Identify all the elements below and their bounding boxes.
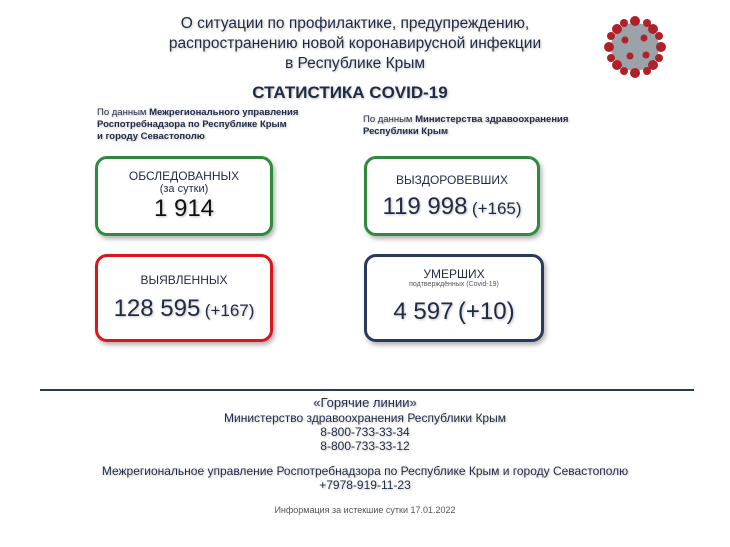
card-label: ВЫЯВЛЕННЫХ bbox=[140, 273, 228, 287]
source-right: По данным Министерства здравоохранения Р… bbox=[363, 114, 583, 138]
source-org: Министерства здравоохранения bbox=[415, 114, 569, 125]
card-value: 128 595 bbox=[113, 295, 201, 322]
ministry-name: Министерство здравоохранения Республики … bbox=[224, 411, 506, 425]
card-label: ВЫЗДОРОВЕВШИХ bbox=[395, 173, 509, 187]
source-left: По данным Межрегионального управления Ро… bbox=[97, 107, 317, 143]
card-deaths: УМЕРШИХ подтверждённых (Covid-19) 4 597 … bbox=[364, 254, 544, 342]
card-tested: ОБСЛЕДОВАННЫХ (за сутки) 1 914 bbox=[95, 156, 273, 236]
divider bbox=[40, 389, 694, 391]
card-label: УМЕРШИХ bbox=[423, 267, 485, 281]
hotlines-title: «Горячие линии» bbox=[313, 395, 417, 410]
info-date: Информация за истекшие сутки 17.01.2022 bbox=[274, 505, 456, 515]
title-line: распространению новой коронавирусной инф… bbox=[168, 35, 542, 52]
phone-rospotreb: +7978-919-11-23 bbox=[319, 478, 411, 492]
card-detected: ВЫЯВЛЕННЫХ 128 595 (+167) bbox=[95, 254, 273, 342]
source-org: Межрегионального управления bbox=[149, 107, 299, 118]
card-value: 1 914 bbox=[153, 195, 215, 222]
phone-ministry-2: 8-800-733-33-12 bbox=[320, 439, 410, 453]
source-org: и городу Севастополю bbox=[97, 131, 205, 142]
source-prefix: По данным bbox=[97, 107, 150, 118]
source-prefix: По данным bbox=[363, 114, 416, 125]
card-value: 119 998 bbox=[382, 193, 468, 220]
title-line: О ситуации по профилактике, предупрежден… bbox=[180, 15, 530, 32]
card-delta: (+167) bbox=[204, 301, 255, 320]
card-value: 4 597 bbox=[393, 298, 454, 325]
title-line: в Республике Крым bbox=[284, 55, 426, 72]
card-sublabel: (за сутки) bbox=[159, 183, 209, 195]
phone-ministry-1: 8-800-733-33-34 bbox=[320, 425, 410, 439]
rospotreb-name: Межрегиональное управление Роспотребнадз… bbox=[101, 464, 629, 478]
card-label: ОБСЛЕДОВАННЫХ bbox=[128, 169, 240, 183]
coronavirus-icon bbox=[604, 16, 666, 78]
page-title: О ситуации по профилактике, предупрежден… bbox=[120, 14, 590, 74]
card-sublabel: подтверждённых (Covid-19) bbox=[409, 281, 499, 288]
card-delta: (+10) bbox=[457, 298, 515, 325]
card-recovered: ВЫЗДОРОВЕВШИХ 119 998 (+165) bbox=[364, 156, 540, 236]
stats-heading: СТАТИСТИКА COVID-19 bbox=[252, 83, 448, 102]
source-org: Роспотребнадзора по Республике Крым bbox=[97, 119, 287, 130]
card-delta: (+165) bbox=[471, 199, 522, 218]
source-org: Республики Крым bbox=[363, 126, 449, 137]
